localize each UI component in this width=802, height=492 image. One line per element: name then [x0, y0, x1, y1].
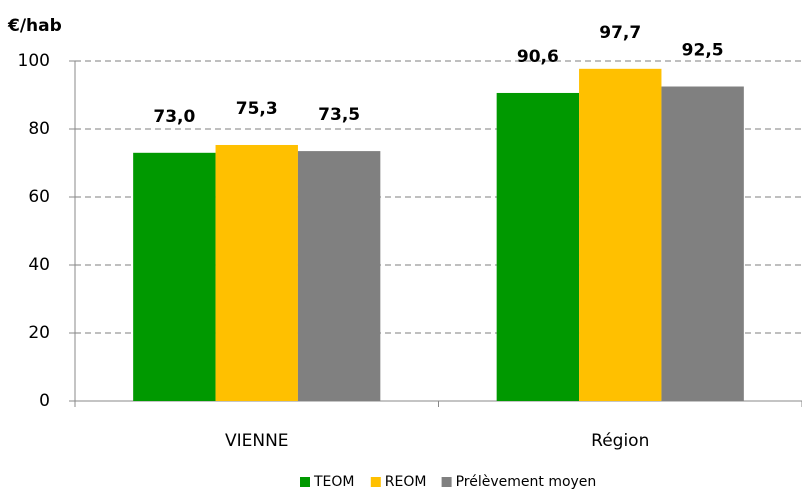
legend-label: REOM	[385, 474, 427, 490]
x-tick-label: Région	[591, 431, 649, 451]
value-label: 75,3	[236, 99, 278, 119]
y-tick-label: 20	[28, 323, 50, 343]
bar	[661, 86, 744, 401]
y-tick-label: 80	[28, 119, 50, 139]
bar	[297, 151, 381, 401]
y-axis-label: €/hab	[7, 16, 62, 36]
bar	[215, 144, 298, 402]
bar	[579, 68, 662, 401]
legend-swatch	[300, 477, 310, 487]
legend-label: Prélèvement moyen	[456, 474, 597, 490]
value-label: 92,5	[682, 41, 724, 61]
y-tick-label: 40	[28, 255, 50, 275]
y-tick-label: 0	[39, 391, 50, 411]
y-tick-label: 100	[18, 51, 50, 71]
legend-swatch	[441, 477, 452, 487]
legend-swatch	[370, 477, 381, 487]
bar	[133, 152, 216, 401]
value-label: 90,6	[517, 47, 559, 67]
value-label: 97,7	[599, 23, 641, 43]
y-tick-label: 60	[28, 187, 50, 207]
value-label: 73,0	[153, 107, 195, 127]
bar	[496, 92, 580, 402]
legend-label: TEOM	[313, 474, 355, 490]
x-tick-label: VIENNE	[225, 431, 289, 451]
value-label: 73,5	[318, 105, 360, 125]
